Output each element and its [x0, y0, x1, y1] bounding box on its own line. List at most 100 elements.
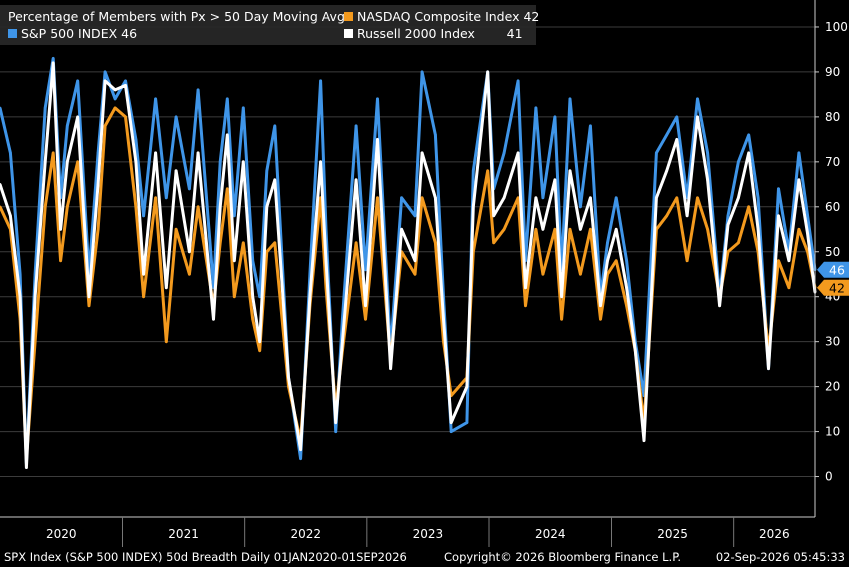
- data-point-spx-42: [400, 196, 403, 200]
- data-point-spx-21: [196, 88, 200, 92]
- legend: Percentage of Members with Px > 50 Day M…: [0, 5, 539, 45]
- data-point-rty-38: [354, 178, 358, 182]
- data-point-ndx-18: [165, 340, 168, 343]
- data-point-spx-64: [614, 196, 618, 200]
- data-point-rty-58: [560, 295, 563, 299]
- data-point-ndx-4: [33, 340, 37, 343]
- data-point-ndx-61: [589, 227, 592, 231]
- data-point-ndx-56: [541, 272, 545, 276]
- data-point-ndx-20: [188, 272, 191, 276]
- data-point-rty-1: [9, 214, 12, 218]
- data-point-ndx-11: [96, 227, 100, 231]
- data-point-spx-56: [541, 196, 545, 200]
- data-point-spx-47: [449, 430, 453, 433]
- data-point-rty-2: [18, 295, 22, 299]
- data-point-rty-49: [471, 205, 475, 209]
- data-point-rty-19: [174, 169, 178, 173]
- y-tick-label-100: 100: [825, 20, 848, 34]
- data-point-spx-15: [134, 138, 138, 141]
- data-point-rty-7: [59, 227, 62, 231]
- data-point-rty-77: [747, 151, 751, 155]
- data-point-spx-0: [0, 106, 2, 110]
- data-point-rty-63: [606, 259, 609, 263]
- data-point-rty-59: [568, 169, 572, 173]
- data-point-ndx-5: [43, 205, 47, 209]
- legend-item-rty: Russell 2000 Index 41: [344, 26, 523, 42]
- data-point-rty-75: [726, 223, 730, 227]
- data-point-rty-52: [502, 196, 506, 200]
- data-point-spx-6: [51, 57, 55, 60]
- x-tick-label-2024: 2024: [535, 527, 566, 541]
- data-point-ndx-8: [65, 205, 69, 209]
- data-point-rty-68: [655, 196, 658, 200]
- data-point-rty-31: [287, 376, 290, 379]
- grid-layer: [0, 26, 815, 478]
- data-point-ndx-76: [737, 241, 740, 245]
- data-point-ndx-51: [492, 241, 495, 245]
- data-point-ndx-19: [174, 227, 178, 231]
- data-point-spx-45: [434, 133, 437, 137]
- data-point-rty-24: [225, 133, 229, 137]
- data-point-spx-29: [265, 169, 269, 173]
- data-point-ndx-15: [134, 205, 138, 209]
- data-point-spx-16: [142, 214, 145, 218]
- data-point-spx-82: [797, 151, 801, 155]
- data-point-ndx-60: [579, 272, 582, 276]
- data-point-ndx-9: [76, 160, 79, 164]
- data-point-rty-15: [134, 160, 138, 164]
- data-point-ndx-24: [225, 187, 229, 191]
- data-point-rty-3: [25, 466, 28, 469]
- data-point-spx-60: [579, 205, 582, 209]
- last-value-bg-ndx: [817, 279, 849, 296]
- data-point-rty-53: [516, 151, 520, 155]
- data-point-spx-28: [258, 295, 262, 299]
- data-point-spx-8: [65, 124, 69, 128]
- data-point-spx-27: [251, 259, 255, 263]
- data-point-rty-62: [599, 304, 602, 308]
- data-point-ndx-62: [599, 317, 602, 321]
- data-point-spx-18: [165, 196, 168, 200]
- data-point-ndx-75: [726, 250, 730, 254]
- data-point-ndx-44: [420, 196, 424, 200]
- data-point-rty-47: [449, 421, 453, 424]
- data-point-rty-28: [258, 340, 262, 343]
- data-point-rty-33: [308, 295, 312, 299]
- y-tick-label-80: 80: [825, 110, 840, 124]
- data-point-rty-32: [299, 448, 302, 451]
- data-point-ndx-7: [59, 259, 62, 263]
- y-tick-label-70: 70: [825, 155, 840, 169]
- data-point-rty-70: [675, 138, 679, 141]
- data-point-ndx-71: [685, 259, 689, 263]
- data-point-spx-13: [113, 97, 117, 101]
- data-point-spx-14: [124, 79, 127, 83]
- y-tick-label-90: 90: [825, 65, 840, 79]
- data-point-spx-17: [154, 97, 157, 101]
- data-point-spx-76: [737, 160, 740, 164]
- data-point-ndx-82: [797, 227, 801, 231]
- data-point-spx-83: [806, 214, 809, 218]
- data-point-rty-37: [341, 340, 344, 343]
- data-point-spx-44: [420, 70, 424, 74]
- data-point-ndx-21: [196, 205, 200, 209]
- last-value-tag-ndx: 42: [817, 279, 849, 296]
- data-point-spx-73: [706, 151, 709, 155]
- data-point-rty-23: [218, 205, 222, 209]
- data-point-ndx-30: [273, 241, 277, 245]
- data-point-rty-39: [364, 304, 367, 308]
- data-point-ndx-54: [524, 304, 527, 308]
- data-point-spx-9: [76, 79, 79, 83]
- data-point-rty-56: [541, 227, 545, 231]
- data-point-rty-46: [442, 317, 445, 321]
- data-point-rty-73: [706, 178, 709, 182]
- data-point-spx-61: [589, 124, 592, 128]
- data-point-rty-55: [534, 196, 538, 200]
- data-point-rty-14: [124, 84, 127, 87]
- data-point-spx-75: [726, 214, 730, 218]
- legend-title: Percentage of Members with Px > 50 Day M…: [8, 9, 345, 24]
- data-point-ndx-50: [486, 169, 489, 173]
- data-point-spx-65: [625, 259, 628, 263]
- data-point-ndx-13: [113, 106, 117, 110]
- data-point-ndx-69: [665, 214, 669, 218]
